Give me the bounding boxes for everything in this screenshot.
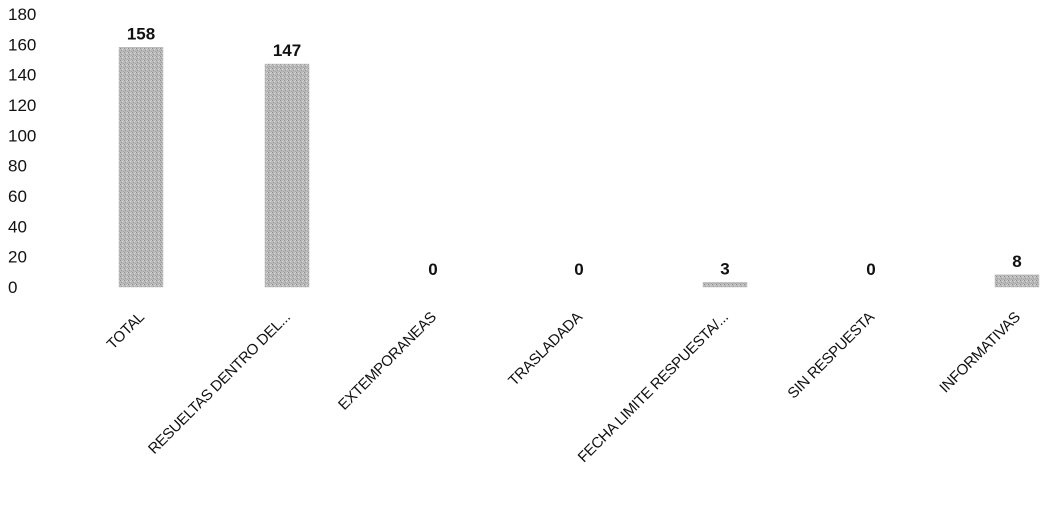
data-label: 158 [127, 24, 155, 43]
y-tick-label: 40 [8, 217, 27, 236]
x-tick-label: TOTAL [104, 309, 148, 353]
y-tick-label: 60 [8, 187, 27, 206]
data-label: 0 [866, 260, 875, 279]
bar [994, 274, 1040, 288]
y-axis: 0 20 40 60 80 100 120 140 160 180 [8, 5, 36, 297]
y-tick-label: 20 [8, 248, 27, 267]
data-label: 0 [574, 260, 583, 279]
y-tick-label: 120 [8, 96, 36, 115]
data-labels: 158 147 0 0 3 0 8 [127, 24, 1022, 279]
bar-series [118, 47, 1040, 288]
x-tick-label: EXTEMPORANEAS [335, 309, 440, 414]
y-tick-label: 0 [8, 278, 17, 297]
bar [702, 282, 748, 288]
y-tick-label: 140 [8, 66, 36, 85]
y-tick-label: 180 [8, 5, 36, 24]
x-tick-label: FECHA LIMITE RESPUESTA/... [575, 309, 732, 466]
x-tick-label: SIN RESPUESTA [784, 309, 878, 403]
bar [118, 47, 164, 288]
y-tick-label: 80 [8, 157, 27, 176]
y-tick-label: 100 [8, 126, 36, 145]
x-tick-label: INFORMATIVAS [936, 309, 1024, 397]
bar [264, 63, 310, 288]
data-label: 8 [1012, 252, 1021, 271]
data-label: 0 [428, 260, 437, 279]
x-tick-label: RESUELTAS DENTRO DEL... [145, 309, 294, 458]
y-tick-label: 160 [8, 35, 36, 54]
data-label: 3 [720, 259, 729, 278]
data-label: 147 [273, 41, 301, 60]
x-tick-label: TRASLADADA [505, 309, 586, 390]
